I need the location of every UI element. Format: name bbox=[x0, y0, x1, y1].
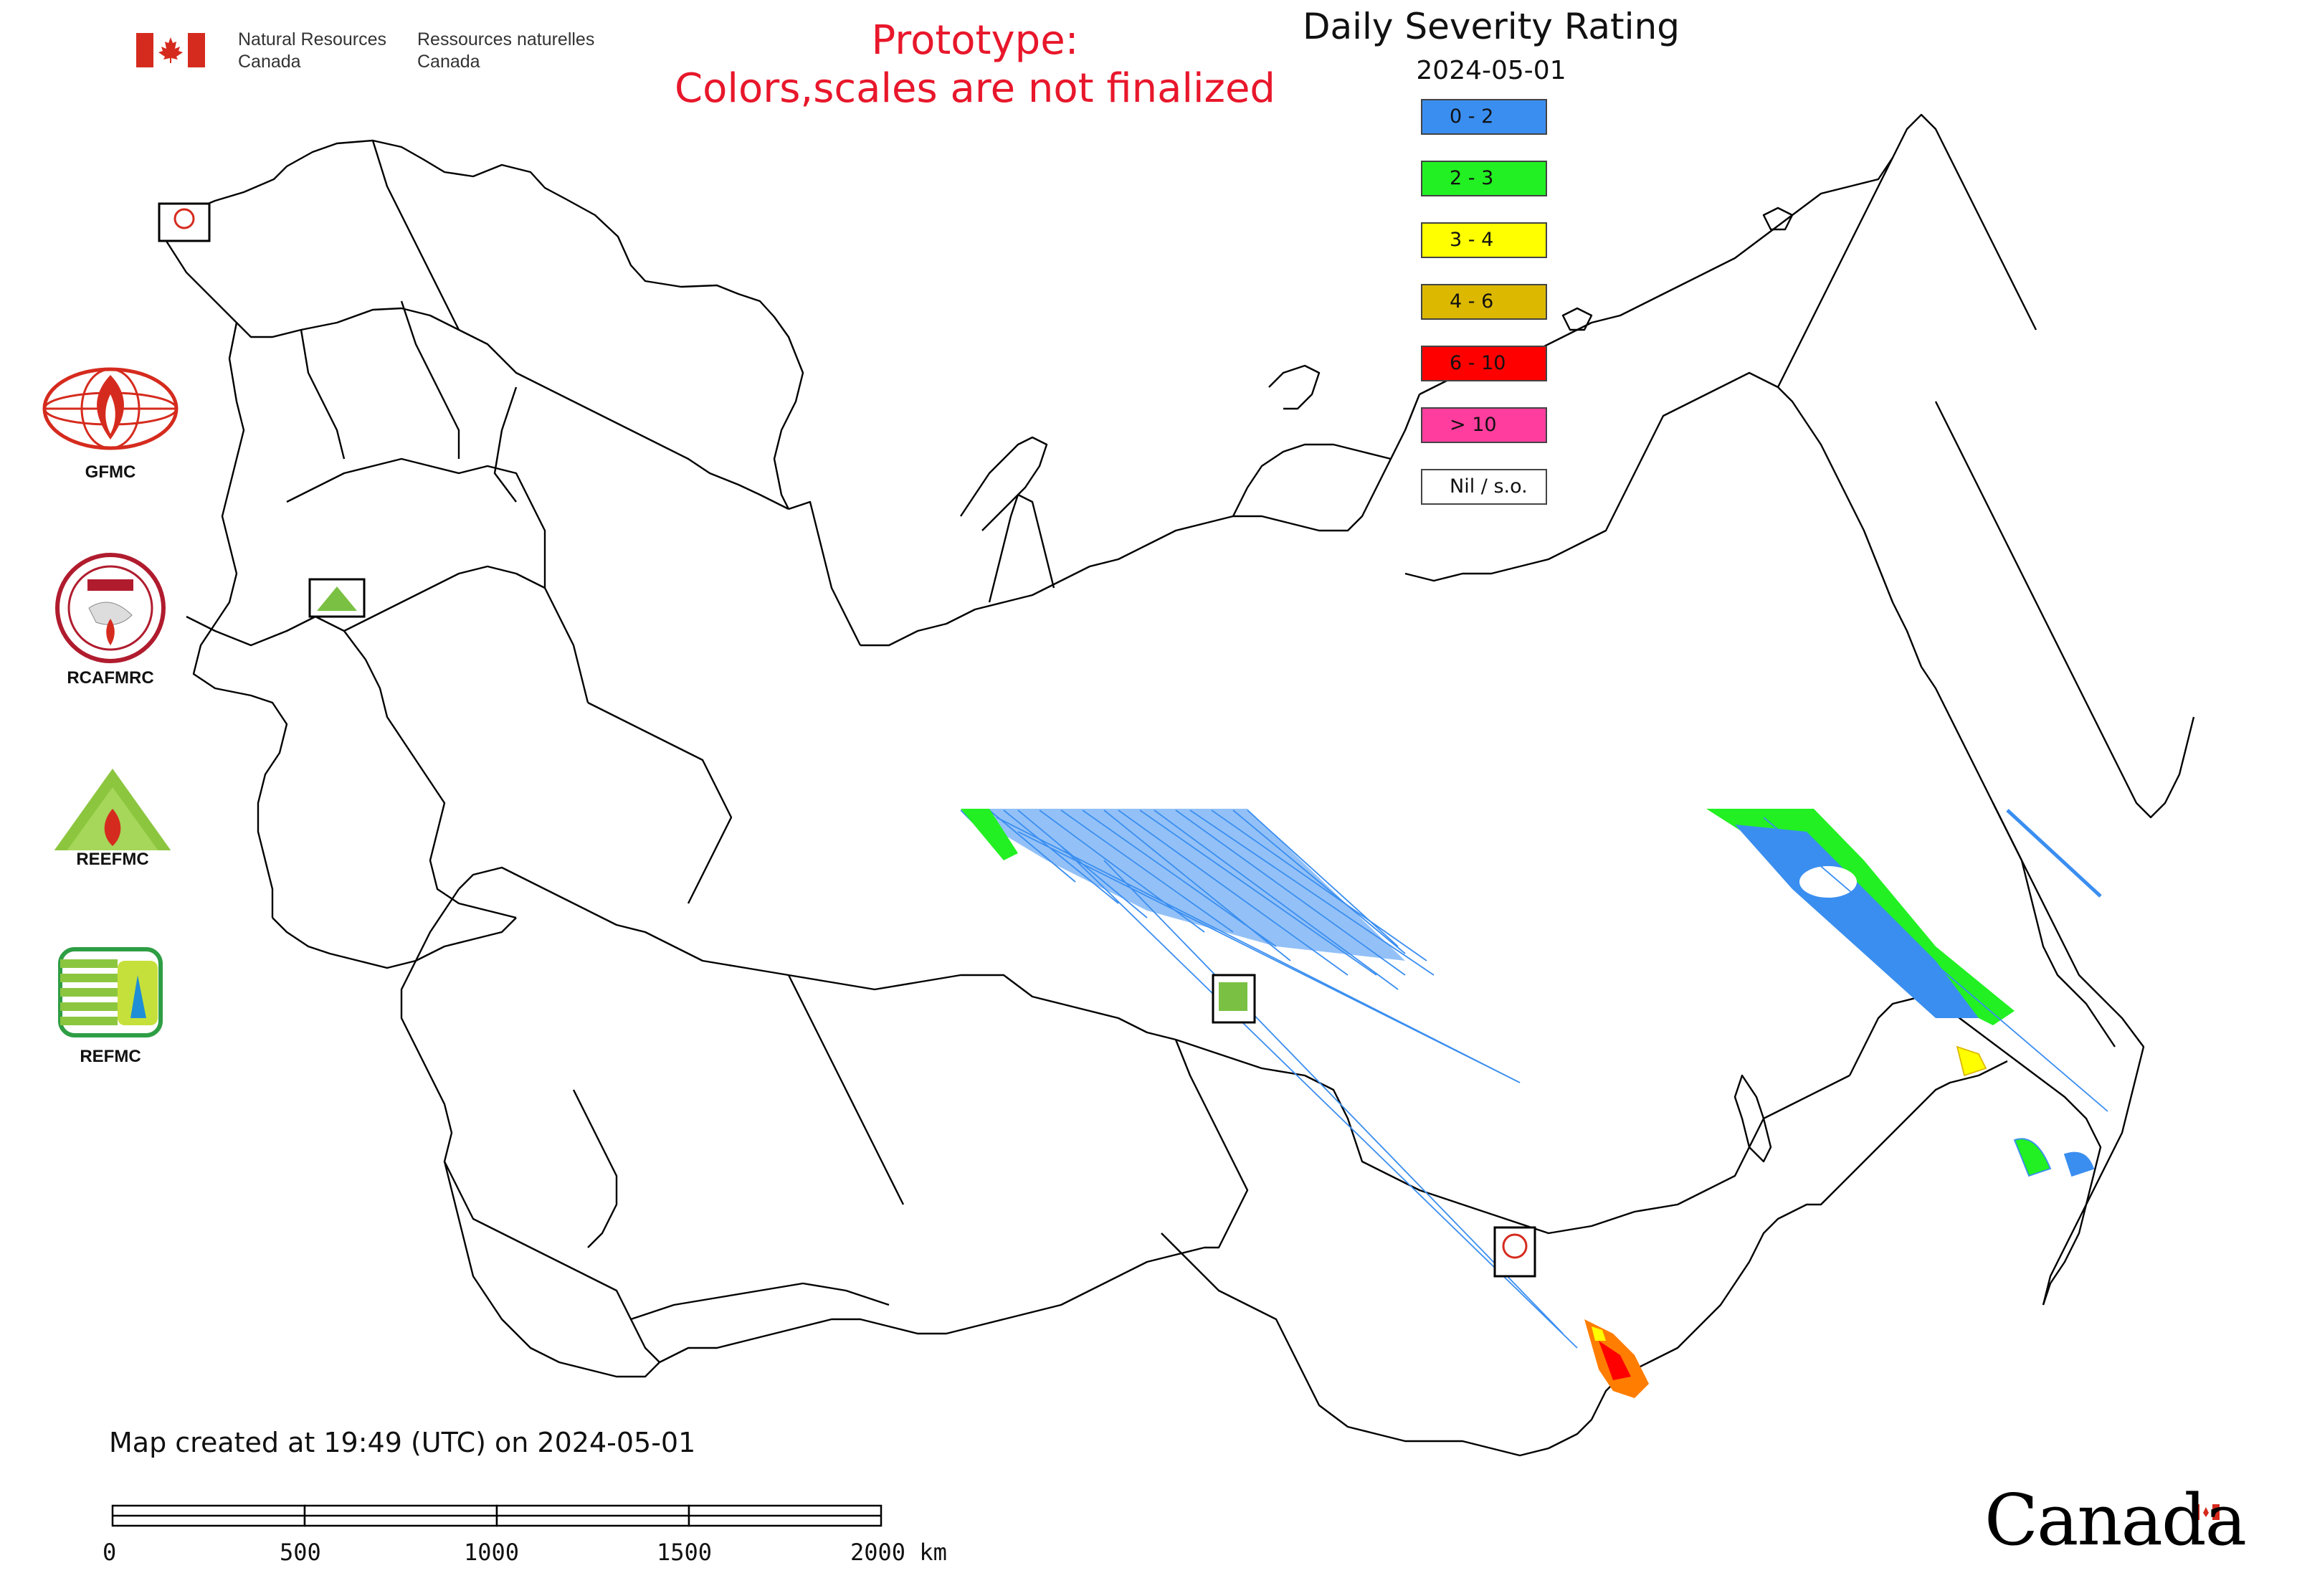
kazakhstan-north bbox=[458, 866, 1176, 1041]
scale-label-0: 0 bbox=[103, 1539, 117, 1566]
legend-item-3-4: 3 - 4 bbox=[1421, 222, 1547, 258]
baltic-coast bbox=[162, 236, 789, 510]
severnaya-zemlya bbox=[1268, 364, 1321, 410]
blue-patch-central bbox=[961, 809, 1405, 961]
refmc-logo: REFMC bbox=[39, 946, 182, 1067]
far-east-coast bbox=[1921, 666, 2145, 1306]
okhotsk-coast bbox=[1404, 371, 1923, 668]
ural-line bbox=[787, 974, 905, 1205]
belarus-border bbox=[286, 457, 546, 588]
novaya-zemlya bbox=[960, 436, 1048, 531]
inner-border-2 bbox=[300, 329, 346, 460]
arctic-coast-central bbox=[860, 394, 1421, 647]
sakhalin bbox=[1992, 802, 2116, 1048]
legend-item-nil: Nil / s.o. bbox=[1421, 469, 1547, 505]
scale-label-1500: 1500 bbox=[657, 1539, 713, 1566]
mongolia-east bbox=[1792, 1060, 2008, 1213]
red-core-south bbox=[1599, 1341, 1631, 1380]
legend-item-2-3: 2 - 3 bbox=[1421, 161, 1547, 196]
central-asia bbox=[443, 1161, 660, 1378]
scale-label-500: 500 bbox=[280, 1539, 321, 1566]
central-asia-2 bbox=[630, 1282, 890, 1321]
refmc-label: REFMC bbox=[80, 1047, 141, 1066]
scandinavia-coast bbox=[163, 139, 804, 510]
legend-title: Daily Severity Rating bbox=[1302, 6, 1680, 47]
scale-label-2000: 2000 km bbox=[850, 1539, 947, 1566]
svg-text:REEFMC: REEFMC bbox=[76, 850, 148, 869]
balkan-border bbox=[186, 615, 517, 919]
chukotka bbox=[1777, 113, 2037, 388]
reefmc-logo-icon: REEFMC bbox=[37, 769, 188, 869]
legend-item-gt-10: > 10 bbox=[1421, 407, 1547, 443]
gov-signature: Natural Resources Canada Ressources natu… bbox=[136, 29, 595, 79]
arctic-coast-west bbox=[788, 500, 862, 646]
scale-bar bbox=[111, 1504, 883, 1527]
rcafmrc-logo: RCAFMRC bbox=[39, 551, 182, 688]
kazakhstan-south bbox=[659, 1246, 1205, 1364]
agency-en-line1: Natural Resources bbox=[238, 29, 387, 49]
blue-patch-se2 bbox=[2063, 1151, 2095, 1177]
country-borders bbox=[162, 113, 2195, 1457]
prototype-line1: Prototype: bbox=[871, 17, 1079, 64]
gfmc-label: GFMC bbox=[85, 462, 136, 482]
kamchatka bbox=[1934, 401, 2195, 819]
wrangel-island bbox=[1762, 206, 1794, 231]
russia-mongolia-border bbox=[1175, 1038, 1850, 1235]
wordmark-flag-icon bbox=[2192, 1504, 2220, 1520]
kazakhstan-west bbox=[400, 888, 660, 1363]
europe-west bbox=[192, 322, 288, 918]
yellow-edge-south bbox=[1592, 1326, 1606, 1341]
russia-china-border bbox=[1848, 995, 2102, 1306]
rcafmrc-label: RCAFMRC bbox=[67, 668, 154, 688]
blue-patch-se1 bbox=[2013, 1138, 2052, 1177]
refmc-logo-icon bbox=[58, 947, 163, 1037]
inner-border-3 bbox=[493, 386, 518, 503]
agency-fr-line1: Ressources naturelles bbox=[417, 29, 595, 49]
legend-date: 2024-05-01 bbox=[1416, 56, 1566, 85]
finland-border bbox=[371, 140, 460, 331]
green-patch-central bbox=[961, 809, 1018, 860]
map-logo-markers bbox=[158, 202, 1536, 1278]
gfmc-logo-icon bbox=[42, 367, 179, 450]
lake-baikal bbox=[1733, 1074, 1772, 1163]
yellow-patch-east bbox=[1956, 1045, 1987, 1077]
agency-en-line2: Canada bbox=[238, 52, 301, 72]
ukraine-border bbox=[343, 565, 589, 703]
canada-wordmark: Canada bbox=[1984, 1480, 2247, 1562]
blue-patch-east bbox=[1735, 825, 1979, 1018]
streak-east-long bbox=[1763, 817, 2108, 1112]
caucasus bbox=[587, 701, 733, 904]
prototype-line2: Colors,scales are not finalized bbox=[675, 65, 1275, 112]
caspian-shore bbox=[572, 1089, 618, 1248]
new-siberian-islands bbox=[1561, 307, 1593, 331]
gfmc-logo: GFMC bbox=[39, 362, 182, 483]
yamal bbox=[988, 493, 1055, 603]
taymyr bbox=[1232, 443, 1392, 517]
inner-border-1 bbox=[400, 300, 460, 459]
legend-item-4-6: 4 - 6 bbox=[1421, 284, 1547, 320]
rcafmrc-logo-icon bbox=[55, 553, 166, 663]
map-created-text: Map created at 19:49 (UTC) on 2024-05-01 bbox=[109, 1427, 696, 1458]
reefmc-logo: REEFMC bbox=[37, 766, 188, 876]
agency-fr-line2: Canada bbox=[417, 52, 480, 72]
legend-item-0-2: 0 - 2 bbox=[1421, 99, 1547, 135]
canada-flag-icon bbox=[136, 33, 205, 67]
kazakhstan-east bbox=[1174, 1039, 1249, 1249]
legend-item-6-10: 6 - 10 bbox=[1421, 346, 1547, 381]
mongolia-south bbox=[1161, 1210, 1793, 1457]
prototype-notice: Prototype: Colors,scales are not finaliz… bbox=[645, 16, 1305, 112]
scale-label-1000: 1000 bbox=[464, 1539, 520, 1566]
black-sea-coast bbox=[272, 917, 517, 969]
streak-east-long-2 bbox=[2006, 809, 2102, 898]
map-logo-marker-icons bbox=[173, 208, 1528, 1259]
white-gap-east bbox=[1799, 866, 1857, 898]
dsr-overlay bbox=[960, 809, 2108, 1398]
